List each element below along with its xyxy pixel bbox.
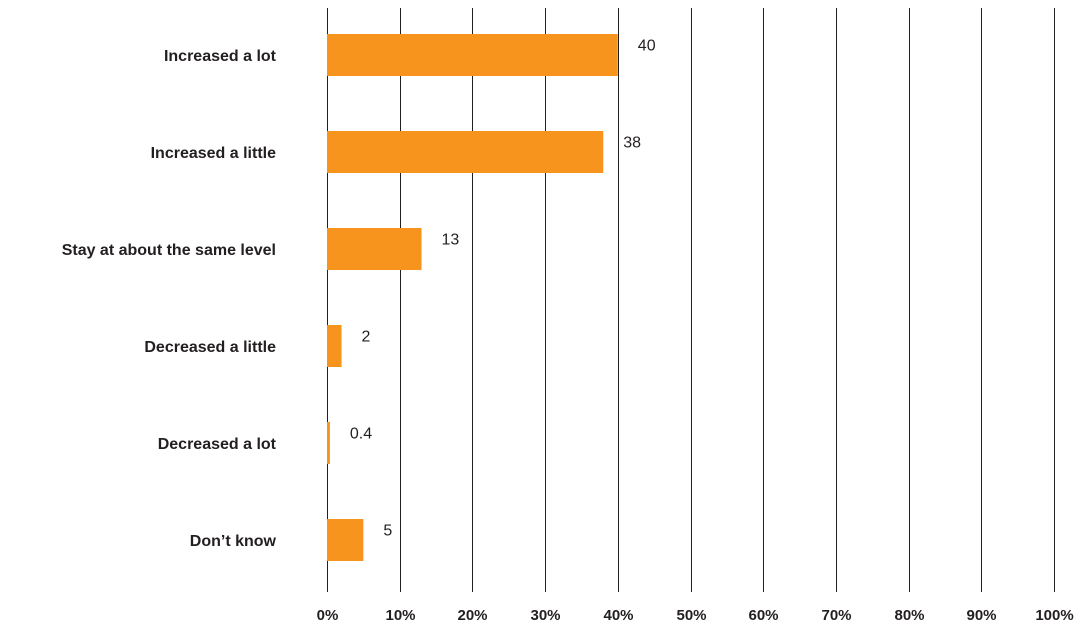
data-label: 40 (638, 37, 656, 54)
data-label: 0.4 (350, 425, 372, 442)
x-tick-label: 20% (457, 607, 487, 624)
data-label: 13 (442, 231, 460, 248)
x-tick-label: 90% (966, 607, 996, 624)
category-label: Stay at about the same level (62, 242, 276, 259)
bar (327, 34, 618, 76)
x-tick-label: 100% (1035, 607, 1073, 624)
category-label: Decreased a little (144, 339, 276, 356)
labels: 0% 10% 20% 30% 40% 50% 60% 70% 80% 90% 100% Increas… (62, 37, 1074, 624)
bar (327, 519, 364, 561)
bar (327, 228, 422, 270)
x-tick-label: 30% (530, 607, 560, 624)
x-tick-label: 70% (821, 607, 851, 624)
x-tick-label: 0% (317, 607, 339, 624)
bars (327, 34, 618, 561)
gridlines (327, 8, 1055, 592)
data-label: 38 (623, 134, 641, 151)
x-tick-label: 80% (894, 607, 924, 624)
category-label: Increased a lot (164, 48, 277, 65)
x-tick-label: 40% (603, 607, 633, 624)
category-label: Increased a little (151, 145, 276, 162)
category-label: Decreased a lot (158, 436, 277, 453)
x-tick-label: 60% (748, 607, 778, 624)
bar (327, 131, 604, 173)
data-label: 5 (383, 522, 392, 539)
bar (327, 325, 342, 367)
data-label: 2 (362, 328, 371, 345)
x-tick-label: 10% (385, 607, 415, 624)
x-tick-label: 50% (676, 607, 706, 624)
category-label: Don’t know (190, 533, 277, 550)
bar (327, 422, 330, 464)
